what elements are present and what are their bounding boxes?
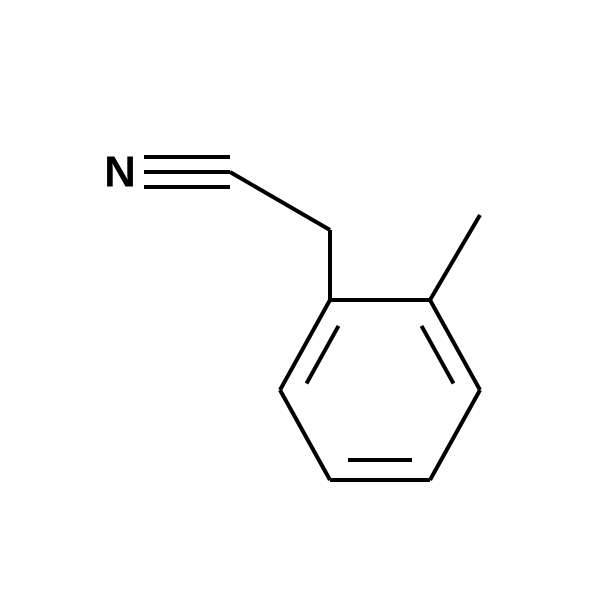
molecule-diagram: N [0, 0, 600, 600]
bond-layer [144, 157, 480, 480]
atom-layer: N [104, 148, 136, 197]
atom-label-N: N [104, 148, 136, 197]
